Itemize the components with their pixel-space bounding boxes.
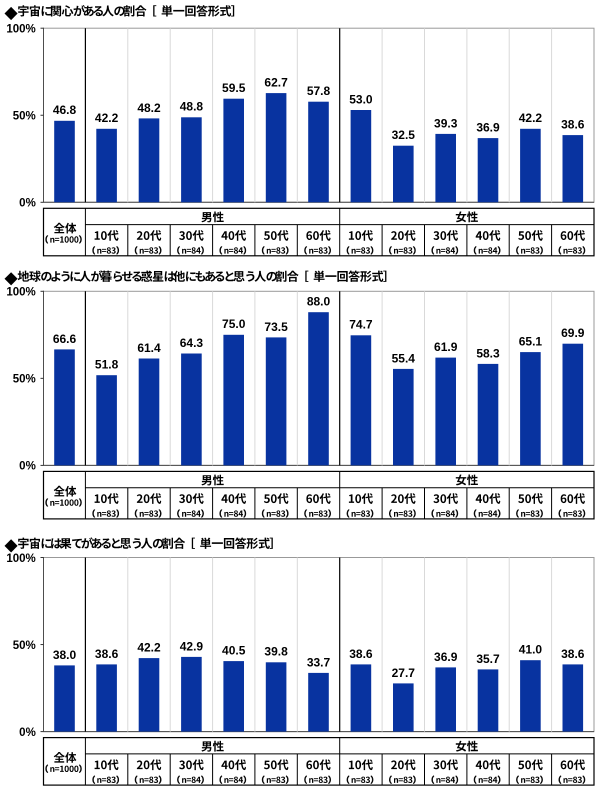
svg-text:33.7: 33.7 xyxy=(307,655,331,669)
svg-text:75.0: 75.0 xyxy=(222,317,246,331)
svg-text:36.9: 36.9 xyxy=(434,650,458,664)
svg-text:42.9: 42.9 xyxy=(180,639,204,653)
svg-text:58.3: 58.3 xyxy=(476,346,500,360)
svg-text:51.8: 51.8 xyxy=(95,358,119,372)
svg-text:61.4: 61.4 xyxy=(137,341,161,355)
svg-text:36.9: 36.9 xyxy=(476,121,500,135)
svg-text:38.6: 38.6 xyxy=(95,647,119,661)
svg-text:55.4: 55.4 xyxy=(392,351,416,365)
svg-text:59.5: 59.5 xyxy=(222,81,246,95)
svg-text:48.2: 48.2 xyxy=(137,101,161,115)
svg-text:42.2: 42.2 xyxy=(95,111,119,125)
svg-text:62.7: 62.7 xyxy=(264,76,288,90)
svg-text:73.5: 73.5 xyxy=(264,320,288,334)
svg-text:69.9: 69.9 xyxy=(561,326,585,340)
svg-text:42.2: 42.2 xyxy=(519,111,543,125)
svg-text:38.6: 38.6 xyxy=(561,118,585,132)
svg-text:38.0: 38.0 xyxy=(53,648,77,662)
svg-text:74.7: 74.7 xyxy=(349,318,373,332)
svg-text:66.6: 66.6 xyxy=(53,332,77,346)
svg-text:61.9: 61.9 xyxy=(434,340,458,354)
svg-text:48.8: 48.8 xyxy=(180,100,204,114)
svg-text:39.8: 39.8 xyxy=(264,645,288,659)
svg-text:41.0: 41.0 xyxy=(519,643,543,657)
svg-text:32.5: 32.5 xyxy=(392,128,416,142)
svg-text:35.7: 35.7 xyxy=(476,652,500,666)
svg-text:39.3: 39.3 xyxy=(434,116,458,130)
svg-text:27.7: 27.7 xyxy=(392,666,416,680)
svg-text:53.0: 53.0 xyxy=(349,92,373,106)
svg-text:46.8: 46.8 xyxy=(53,103,77,117)
svg-text:88.0: 88.0 xyxy=(307,295,331,309)
svg-text:40.5: 40.5 xyxy=(222,644,246,658)
svg-text:57.8: 57.8 xyxy=(307,84,331,98)
svg-text:64.3: 64.3 xyxy=(180,336,204,350)
svg-text:38.6: 38.6 xyxy=(349,647,373,661)
svg-text:65.1: 65.1 xyxy=(519,335,543,349)
svg-text:38.6: 38.6 xyxy=(561,647,585,661)
svg-text:42.2: 42.2 xyxy=(137,641,161,655)
